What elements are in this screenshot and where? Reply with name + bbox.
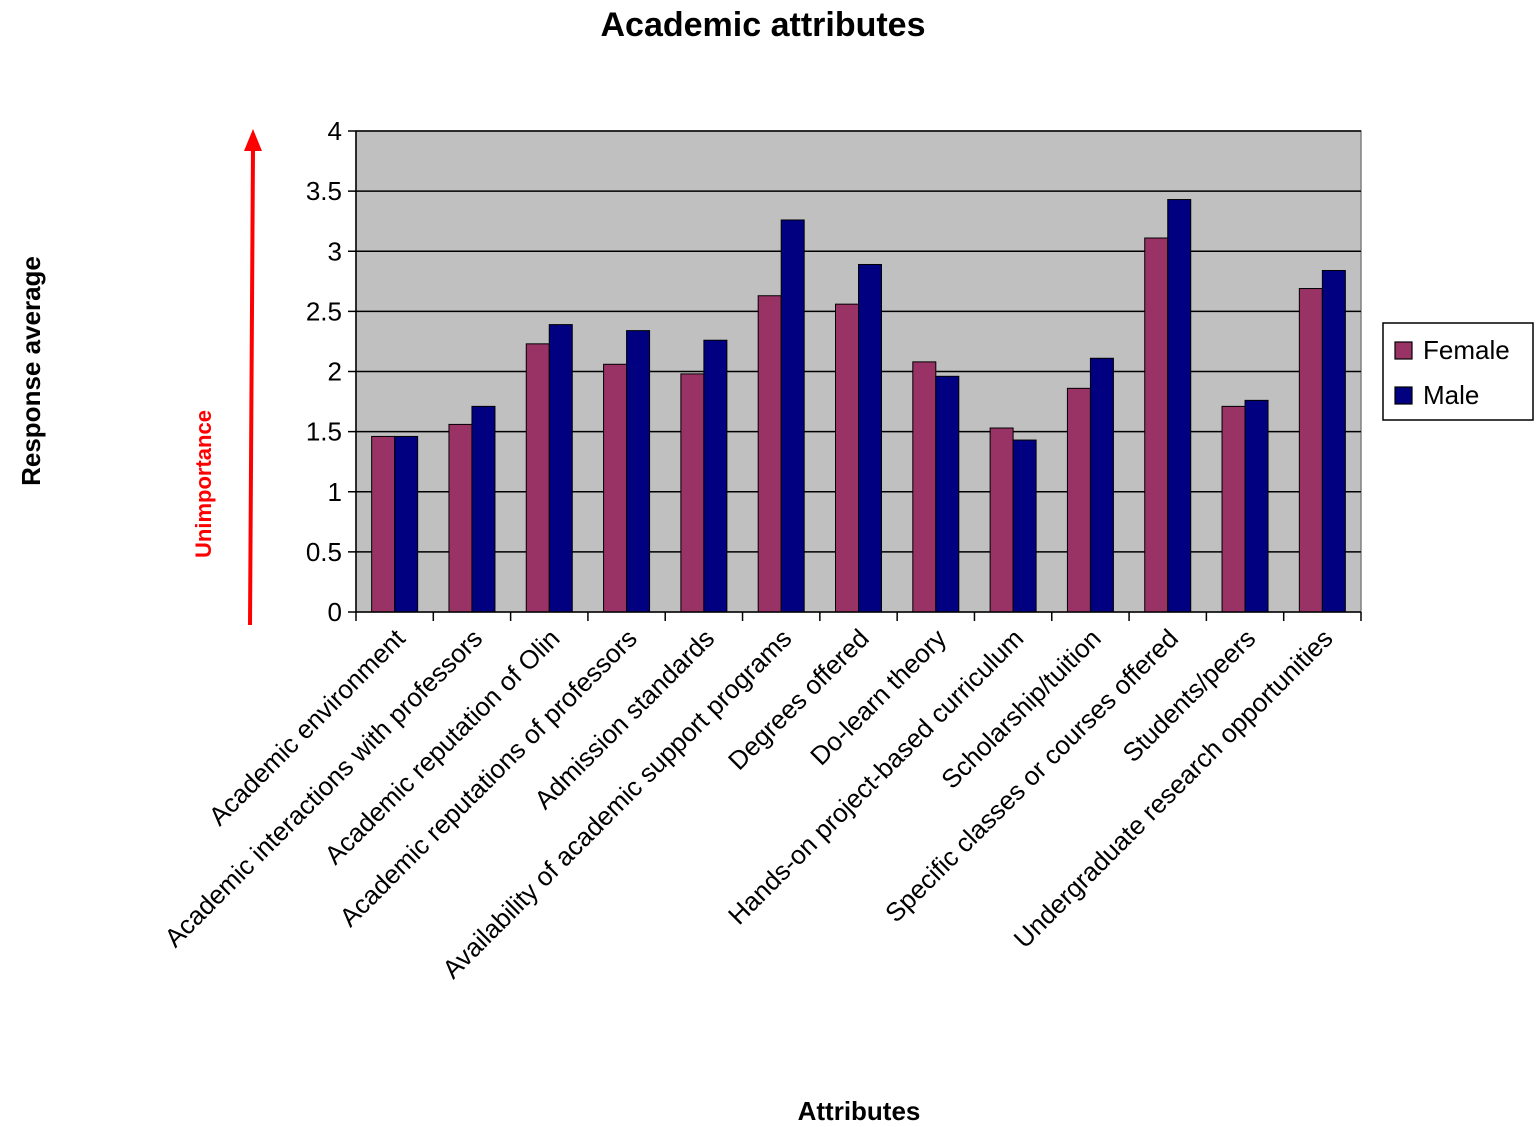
bar-female-1: [371, 435, 396, 613]
bar-male-12: [1244, 399, 1269, 613]
y-tick-label: 2.5: [306, 296, 342, 326]
y-axis: 0 0.5 1 1.5 2 2.5 3 3.5 4: [306, 116, 357, 627]
y-tick-label: 3.5: [306, 176, 342, 206]
bar-female-10: [1066, 387, 1091, 613]
y-tick-label: 1: [328, 477, 342, 507]
bar-female-6: [757, 295, 782, 613]
y-tick-label: 2: [328, 357, 342, 387]
bar-male-4: [626, 330, 651, 613]
x-tick-label: Do-learn theory: [804, 623, 952, 771]
y-axis-title: Response average: [16, 256, 46, 486]
bar-female-9: [989, 427, 1014, 613]
bar-male-11: [1167, 199, 1192, 613]
bar-female-11: [1144, 237, 1169, 613]
bar-female-5: [680, 373, 705, 613]
bar-male-10: [1089, 357, 1114, 613]
x-tick-label: Degrees offered: [722, 623, 875, 776]
chart-title: Academic attributes: [601, 6, 926, 44]
annotation-label: Unimportance: [191, 410, 216, 558]
legend-label-female: Female: [1423, 335, 1510, 365]
bar-male-7: [858, 263, 882, 613]
bar-male-5: [703, 339, 728, 613]
bar-female-12: [1221, 405, 1246, 613]
bar-female-8: [912, 361, 937, 613]
x-tick-label: Academic interactions with professors: [158, 623, 488, 953]
annotation-arrow: [244, 129, 262, 626]
bar-female-13: [1298, 288, 1323, 613]
legend-label-male: Male: [1423, 380, 1479, 410]
x-axis-title: Attributes: [798, 1096, 921, 1126]
bar-male-9: [1012, 439, 1037, 613]
legend-swatch-female: [1394, 341, 1413, 360]
bar-female-4: [603, 363, 628, 613]
bars: [371, 199, 1346, 613]
bar-male-6: [780, 219, 805, 613]
bar-male-8: [935, 375, 960, 613]
y-tick-label: 4: [328, 116, 342, 146]
bar-female-3: [525, 343, 550, 613]
bar-male-3: [548, 324, 573, 613]
bar-male-13: [1321, 269, 1346, 613]
legend: Female Male: [1382, 322, 1534, 421]
bar-male-1: [394, 435, 419, 613]
y-tick-label: 0: [328, 597, 342, 627]
bar-female-7: [835, 303, 859, 613]
y-tick-label: 1.5: [306, 417, 342, 447]
bar-female-2: [448, 423, 473, 613]
bar-male-2: [471, 405, 496, 613]
x-axis: [355, 611, 1362, 621]
legend-swatch-male: [1394, 386, 1413, 405]
y-tick-label: 0.5: [306, 537, 342, 567]
x-tick-label: Students/peers: [1116, 623, 1261, 768]
y-tick-label: 3: [328, 236, 342, 266]
